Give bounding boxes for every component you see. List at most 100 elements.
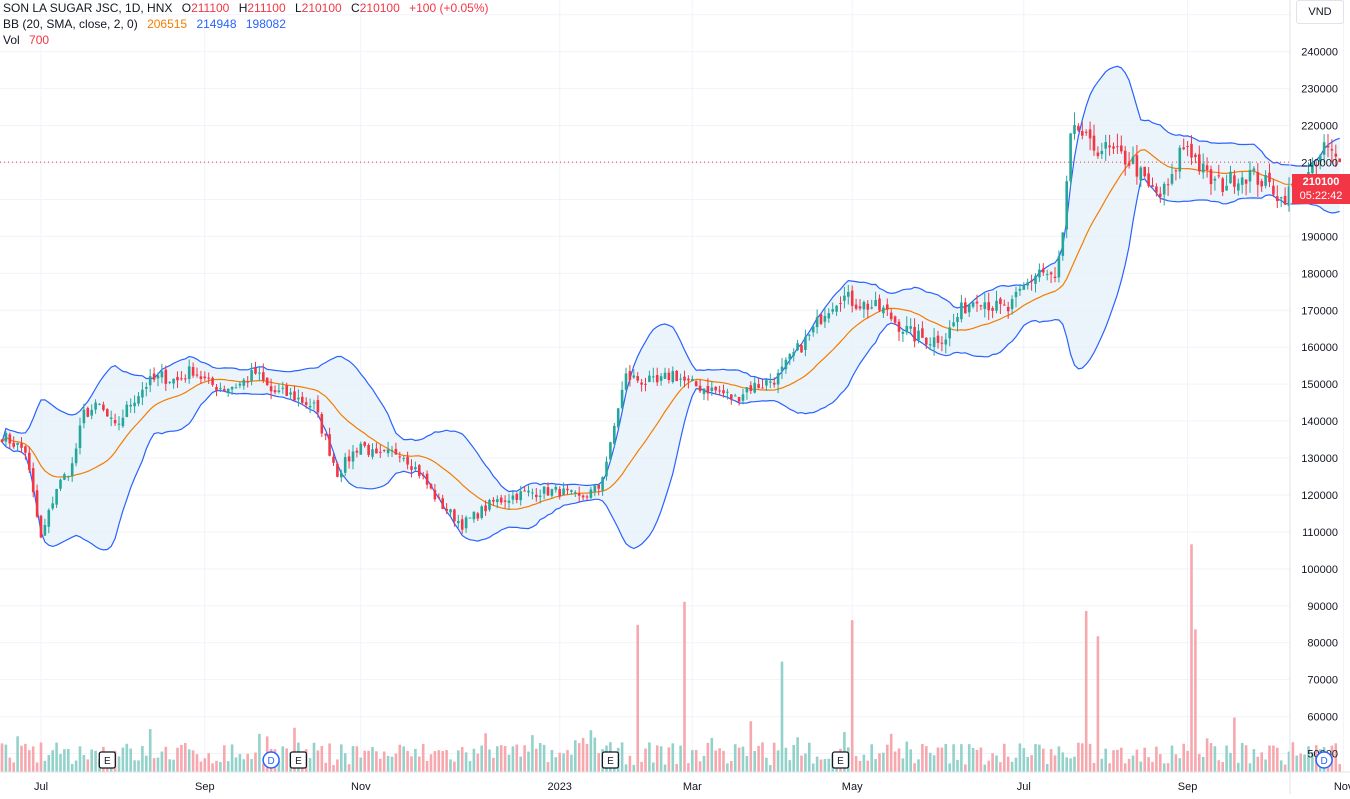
candle-body [515,493,519,500]
volume-bar [780,661,784,772]
volume-bar [702,755,706,772]
candle-body [16,442,19,445]
price-tick-label: 240000 [1301,47,1338,59]
volume-bar [737,747,741,772]
volume-bar [901,758,905,772]
volume-bar [967,744,971,772]
volume-bar [1209,743,1213,772]
candle-body [1244,179,1248,184]
volume-bar [441,751,444,772]
candle-body [577,493,581,496]
candle-body [269,386,273,392]
volume-bar [421,743,425,772]
volume-bar [952,744,955,772]
candle-body [1003,304,1006,306]
price-tick-label: 150000 [1301,379,1338,391]
volume-bar [1073,756,1076,772]
earnings-marker[interactable] [831,751,850,769]
candle-body [476,513,480,519]
time-axis: Jul Sep Nov 2023 Mar May Jul Sep Nov [0,771,1350,793]
candle-body [230,387,234,390]
candle-body [320,414,324,434]
candle-body [203,376,207,379]
volume-bar [698,761,702,772]
candle-body [964,302,967,314]
volume-bar [1170,745,1174,772]
dividend-marker[interactable] [262,751,280,769]
candle-body [1201,163,1205,173]
volume-bar [1276,747,1279,772]
legend-bb-label[interactable]: BB (20, SMA, close, 2, 0) [3,17,138,31]
volume-bar [1053,755,1057,772]
volume-bar [1201,756,1205,772]
volume-bar [971,747,975,772]
price-tick-label: 120000 [1301,490,1338,502]
legend-vol-label[interactable]: Vol [3,33,20,47]
volume-bar [472,748,476,772]
volume-bar [983,764,987,772]
candle-body [39,515,43,538]
volume-bar [925,746,928,772]
candle-body [429,484,433,489]
candle-body [554,486,558,490]
volume-bar [1030,755,1033,772]
volume-bar [328,743,331,772]
candle-body [382,449,386,451]
candle-body [187,366,191,380]
candle-body [847,292,850,297]
candle-body [254,368,257,374]
legend-symbol[interactable]: SON LA SUGAR JSC, 1D, HNX [3,1,173,15]
price-tick-label: 130000 [1301,453,1338,465]
dividend-marker[interactable] [1315,751,1333,769]
volume-bar [683,601,686,772]
volume-bar [1159,754,1162,772]
candle-body [601,477,604,491]
volume-bar [889,733,893,772]
volume-bar [636,624,639,772]
earnings-marker[interactable] [289,751,308,769]
candle-body [975,301,979,304]
candle-body [1311,162,1314,174]
volume-bar [687,763,690,772]
legend-vol-value: 700 [29,33,50,47]
candle-body [952,322,955,327]
volume-bar [1283,764,1287,772]
candle-body [991,308,994,311]
candle-body [776,372,780,385]
volume-bar [484,733,487,772]
volume-bar [706,742,710,772]
candle-body [815,317,819,328]
candle-body [870,307,873,309]
candle-body [1151,185,1154,187]
volume-bar [940,747,944,772]
legend-low: 210100 [301,1,342,15]
candle-body [772,382,776,385]
candle-body [609,442,612,460]
volume-bar [628,755,632,772]
candle-body [1322,142,1326,155]
volume-bar [574,740,577,772]
volume-bar [488,749,491,772]
volume-bar [63,749,66,772]
volume-bar [581,737,585,772]
earnings-marker[interactable] [98,751,116,769]
volume-bar [1038,744,1041,772]
candle-body [636,376,639,381]
candle-body [542,486,546,494]
volume-bar [172,759,175,772]
volume-bar [464,752,468,772]
candle-body [971,302,975,307]
candle-body [156,375,160,379]
candle-body [831,309,834,312]
candle-body [437,497,441,499]
candle-body [418,465,421,476]
volume-bar [652,762,655,772]
currency-button[interactable]: VND [1296,0,1344,24]
candle-body [1190,143,1193,158]
volume-bar [223,745,226,772]
candle-body [659,376,663,381]
volume-bar [854,756,858,772]
earnings-marker[interactable] [601,751,620,769]
